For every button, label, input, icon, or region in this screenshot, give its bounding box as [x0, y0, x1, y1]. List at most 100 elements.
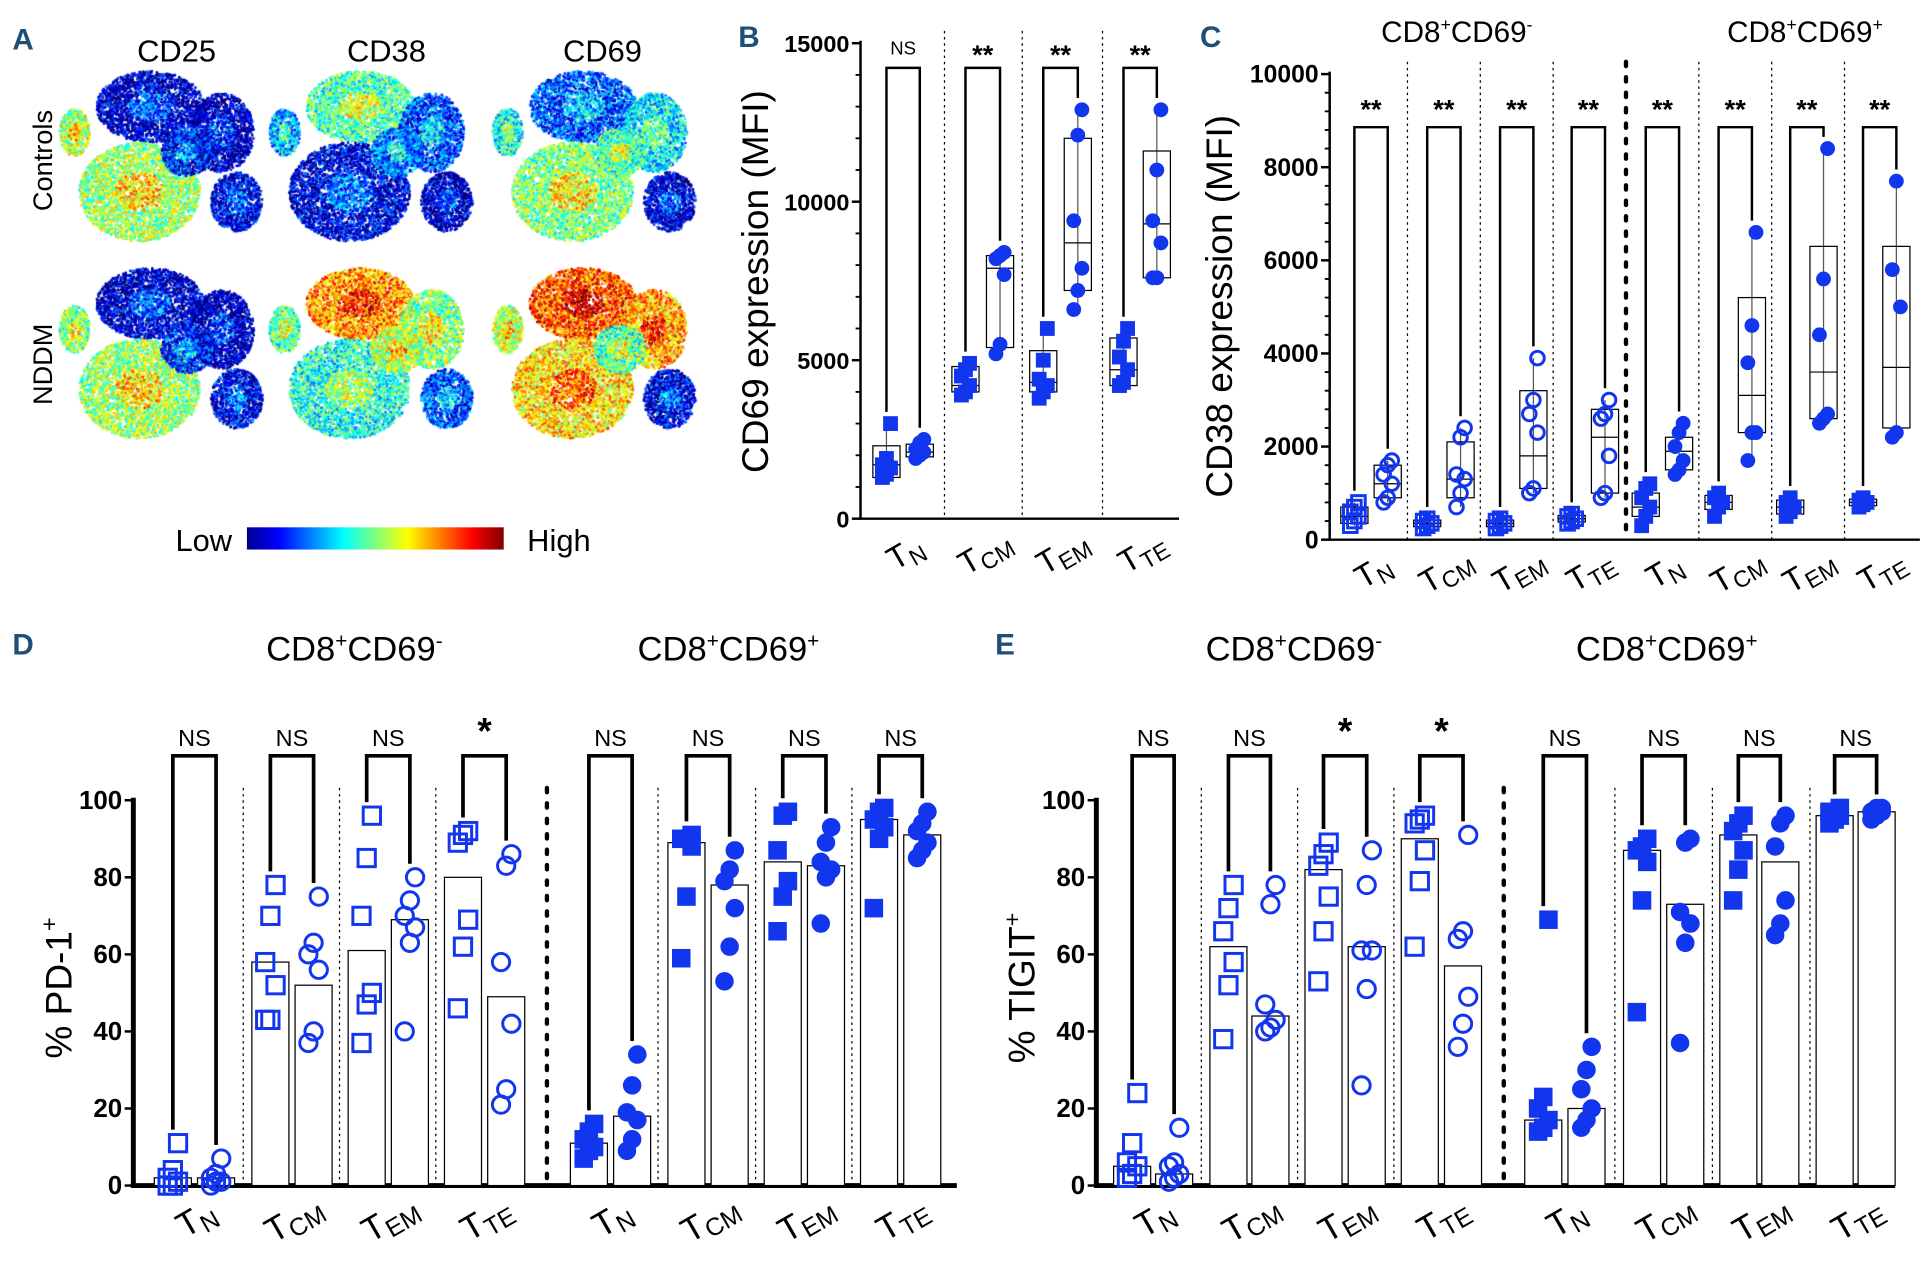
significance-label: ** [1433, 94, 1455, 125]
significance-bracket [885, 66, 922, 428]
panel-label-a: A [12, 23, 33, 56]
data-point [501, 844, 522, 865]
bar [1857, 811, 1896, 1187]
data-point [211, 1148, 232, 1169]
data-point [490, 951, 512, 973]
tsne-map-controls-cd25 [52, 62, 268, 260]
group-n: NS TN [1524, 725, 1606, 1249]
data-point [816, 833, 836, 852]
data-point [1627, 1002, 1647, 1022]
data-point [1035, 352, 1051, 368]
data-point [1070, 283, 1086, 298]
data-point [356, 994, 377, 1015]
data-point [1577, 1060, 1596, 1080]
data-point [720, 860, 739, 879]
category-label: TN [1640, 546, 1692, 599]
data-point [864, 898, 884, 918]
data-point [1632, 891, 1652, 910]
significance-label: NS [692, 725, 725, 751]
significance-bracket [1353, 125, 1389, 491]
text-span: CD69 [1451, 16, 1527, 49]
charts: CD8+CD69- CD8+CD69+CD8+CD69- CD8+CD69+ CD8+… [12, 15, 1920, 1253]
y-tick-label: 100 [79, 787, 122, 815]
data-point [260, 1009, 281, 1030]
data-point [1888, 173, 1904, 189]
category-label: TEM [1486, 542, 1553, 604]
data-point [1074, 260, 1090, 276]
significance-label: ** [1796, 94, 1818, 125]
data-point [1260, 894, 1281, 915]
y-tick-label: 100 [1042, 787, 1085, 815]
data-point [874, 798, 894, 818]
data-point [298, 1032, 319, 1054]
category-label: TTE [454, 1190, 521, 1253]
data-point [1734, 841, 1753, 860]
bar [1719, 834, 1758, 1187]
data-point [725, 841, 745, 860]
y-tick-label: 80 [93, 864, 122, 892]
y-axis-label: CD69 expression (MFI) [734, 90, 776, 473]
group-n: NS TN [872, 37, 934, 577]
data-point [1452, 428, 1469, 446]
data-point [879, 451, 894, 466]
significance-bracket [1788, 125, 1825, 487]
data-point [1452, 921, 1474, 942]
panel-label-d: D [12, 629, 33, 662]
data-point [1145, 213, 1161, 229]
significance-label: NS [276, 725, 309, 751]
data-point [1153, 102, 1169, 118]
data-point [1116, 374, 1131, 390]
significance-bracket [1640, 753, 1688, 826]
bar [710, 884, 749, 1187]
data-point [1213, 921, 1234, 942]
data-point [1383, 475, 1401, 493]
data-point [1265, 874, 1286, 896]
significance-bracket [1541, 753, 1589, 1034]
data-point [260, 905, 281, 926]
data-point [1830, 798, 1850, 818]
data-point [1521, 405, 1538, 423]
data-point [1771, 914, 1790, 933]
data-point [1748, 224, 1764, 240]
text-span: + [807, 630, 819, 653]
data-point [1670, 902, 1690, 922]
data-point [1529, 424, 1546, 441]
y-tick-label: 20 [93, 1095, 122, 1123]
group-cm: ** TCM [1413, 94, 1481, 604]
data-point [1525, 480, 1542, 497]
data-point [1487, 512, 1505, 530]
data-point [1313, 921, 1334, 942]
data-point [501, 1013, 522, 1034]
data-point [1361, 940, 1383, 961]
text-span: CD8 [638, 631, 707, 669]
data-point [1414, 840, 1436, 861]
significance-bracket [780, 753, 828, 814]
data-point [351, 1032, 372, 1054]
data-point [1723, 891, 1743, 910]
bar [1400, 838, 1439, 1187]
data-point [167, 1171, 189, 1192]
category-label: TN [1540, 1193, 1595, 1249]
data-point [1031, 371, 1047, 387]
significance-bracket [1417, 753, 1465, 822]
text-span: CD38 expression (MFI) [1198, 115, 1240, 498]
group-te: ** TTE [1109, 39, 1174, 580]
category-label: TCM [1413, 541, 1481, 604]
data-point [1255, 1021, 1276, 1042]
data-point [1308, 971, 1329, 992]
y-tick-label: 40 [93, 1018, 122, 1046]
data-point [1872, 798, 1892, 818]
text-span: CD69 [1797, 16, 1873, 49]
tsne-map-nddm-cd25 [52, 259, 268, 457]
group-te: NS TTE [859, 725, 942, 1249]
data-point [1711, 485, 1726, 501]
significance-label: NS [594, 725, 627, 751]
significance-bracket [1498, 125, 1535, 507]
text-span: - [1375, 630, 1382, 653]
data-point [1447, 1036, 1468, 1057]
significance-label: ** [1578, 94, 1600, 125]
data-point [1675, 933, 1695, 953]
y-axis-label: CD38 expression (MFI) [1198, 115, 1240, 498]
